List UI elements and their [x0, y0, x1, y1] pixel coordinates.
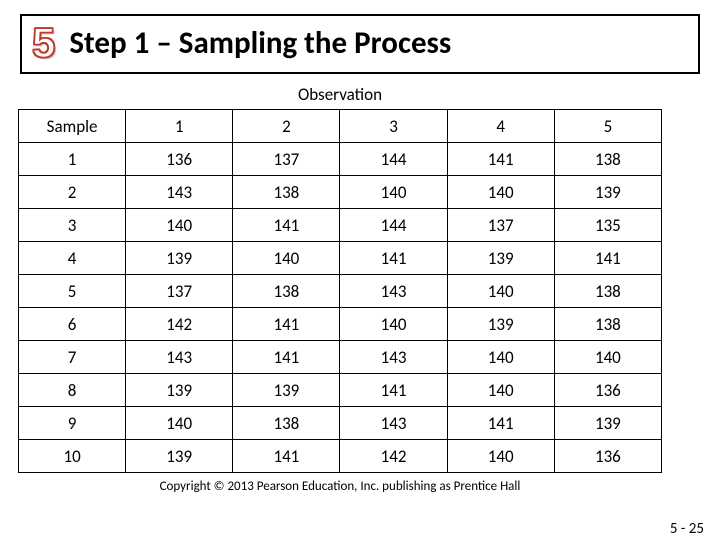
copyright-text: Copyright © 2013 Pearson Education, Inc.…: [0, 479, 720, 494]
table-cell: 137: [233, 143, 340, 176]
table-header-cell: Sample: [19, 110, 126, 143]
table-row: 2143138140140139: [19, 176, 662, 209]
table-row: 9140138143141139: [19, 407, 662, 440]
table-cell: 141: [447, 143, 554, 176]
table-header-row: Sample12345: [19, 110, 662, 143]
table-cell: 9: [19, 407, 126, 440]
table-cell: 139: [126, 440, 233, 473]
table-cell: 141: [233, 209, 340, 242]
table-cell: 141: [340, 242, 447, 275]
table-cell: 140: [447, 374, 554, 407]
table-cell: 141: [447, 407, 554, 440]
page-title: Step 1 – Sampling the Process: [69, 24, 451, 62]
table-cell: 140: [126, 209, 233, 242]
table-row: 6142141140139138: [19, 308, 662, 341]
table-cell: 141: [233, 440, 340, 473]
table-cell: 142: [340, 440, 447, 473]
table-cell: 139: [447, 242, 554, 275]
table-header-cell: 4: [447, 110, 554, 143]
observation-label: Observation: [0, 84, 720, 105]
data-table: Sample12345 1136137144141138214313814014…: [18, 109, 662, 473]
table-cell: 139: [447, 308, 554, 341]
table-cell: 140: [554, 341, 661, 374]
table-cell: 143: [340, 275, 447, 308]
table-cell: 140: [233, 242, 340, 275]
table-row: 3140141144137135: [19, 209, 662, 242]
table-cell: 140: [447, 440, 554, 473]
table-cell: 141: [233, 308, 340, 341]
table-cell: 8: [19, 374, 126, 407]
chapter-number: 5 5: [32, 22, 55, 64]
table-cell: 138: [233, 176, 340, 209]
table-cell: 143: [126, 341, 233, 374]
title-bar: 5 5 Step 1 – Sampling the Process: [20, 14, 700, 74]
table-cell: 139: [554, 407, 661, 440]
table-cell: 139: [126, 242, 233, 275]
table-cell: 139: [233, 374, 340, 407]
table-cell: 138: [554, 143, 661, 176]
table-cell: 138: [554, 275, 661, 308]
table-cell: 138: [233, 275, 340, 308]
table-row: 1136137144141138: [19, 143, 662, 176]
table-header-cell: 5: [554, 110, 661, 143]
table-cell: 141: [340, 374, 447, 407]
table-cell: 137: [447, 209, 554, 242]
table-cell: 6: [19, 308, 126, 341]
table-cell: 142: [126, 308, 233, 341]
table-cell: 2: [19, 176, 126, 209]
table-cell: 137: [126, 275, 233, 308]
table-row: 7143141143140140: [19, 341, 662, 374]
table-row: 10139141142140136: [19, 440, 662, 473]
table-cell: 140: [447, 341, 554, 374]
table-cell: 143: [340, 341, 447, 374]
table-cell: 7: [19, 341, 126, 374]
table-cell: 138: [554, 308, 661, 341]
table-body: 1136137144141138214313814014013931401411…: [19, 143, 662, 473]
table-header-cell: 3: [340, 110, 447, 143]
table-row: 4139140141139141: [19, 242, 662, 275]
table-cell: 1: [19, 143, 126, 176]
table-cell: 143: [340, 407, 447, 440]
table-cell: 141: [554, 242, 661, 275]
table-cell: 135: [554, 209, 661, 242]
table-cell: 136: [126, 143, 233, 176]
chapter-number-outline: 5: [32, 19, 55, 66]
table-cell: 140: [340, 176, 447, 209]
table-cell: 140: [447, 176, 554, 209]
table-cell: 144: [340, 143, 447, 176]
table-cell: 4: [19, 242, 126, 275]
table-cell: 10: [19, 440, 126, 473]
table-cell: 136: [554, 374, 661, 407]
table-cell: 3: [19, 209, 126, 242]
table-cell: 139: [554, 176, 661, 209]
table-cell: 136: [554, 440, 661, 473]
data-table-wrapper: Sample12345 1136137144141138214313814014…: [18, 109, 662, 473]
table-cell: 140: [447, 275, 554, 308]
table-cell: 140: [340, 308, 447, 341]
table-row: 8139139141140136: [19, 374, 662, 407]
table-cell: 144: [340, 209, 447, 242]
table-header-cell: 1: [126, 110, 233, 143]
table-cell: 5: [19, 275, 126, 308]
table-cell: 141: [233, 341, 340, 374]
table-row: 5137138143140138: [19, 275, 662, 308]
table-cell: 139: [126, 374, 233, 407]
table-cell: 143: [126, 176, 233, 209]
slide-number: 5 - 25: [670, 520, 704, 538]
table-cell: 140: [126, 407, 233, 440]
table-cell: 138: [233, 407, 340, 440]
table-header-cell: 2: [233, 110, 340, 143]
